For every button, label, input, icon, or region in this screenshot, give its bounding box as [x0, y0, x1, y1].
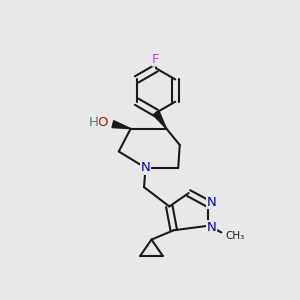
- Text: N: N: [207, 196, 216, 208]
- Text: O: O: [97, 116, 108, 129]
- Polygon shape: [153, 111, 166, 129]
- Text: CH₃: CH₃: [226, 231, 245, 241]
- Text: N: N: [207, 221, 216, 234]
- Text: H: H: [88, 116, 98, 129]
- Text: N: N: [141, 161, 150, 174]
- Polygon shape: [112, 121, 131, 129]
- Text: F: F: [152, 53, 160, 66]
